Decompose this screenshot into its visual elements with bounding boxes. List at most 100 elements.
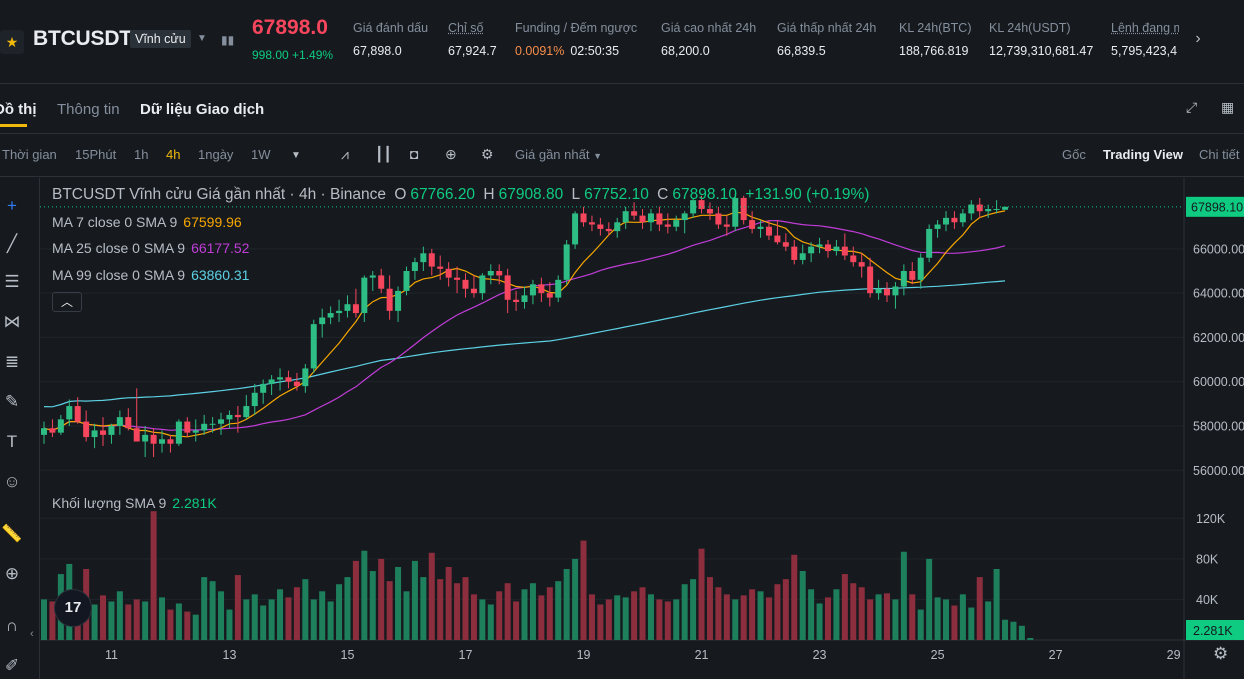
symbol-name[interactable]: BTCUSDT: [33, 27, 132, 50]
tab-info[interactable]: Thông tin: [57, 101, 120, 118]
brush-icon[interactable]: ✎: [4, 392, 20, 411]
tradingview-logo-icon[interactable]: 17: [54, 589, 92, 627]
interval-1d[interactable]: 1ngày: [198, 147, 234, 162]
volume-bar: [900, 551, 907, 640]
add-icon[interactable]: ⊕: [445, 146, 457, 162]
lock-drawing-icon[interactable]: ✐: [4, 656, 20, 675]
fib-icon[interactable]: ≣: [4, 352, 20, 371]
candle-body: [352, 304, 359, 314]
legend-open-label: O: [394, 186, 407, 203]
price-axis-tick: 58000.00: [1193, 420, 1244, 434]
collapse-left-icon[interactable]: ‹: [30, 628, 34, 640]
text-icon[interactable]: T: [6, 432, 18, 451]
ruler-icon[interactable]: 📏: [1, 524, 23, 543]
camera-icon[interactable]: ◘: [410, 146, 419, 162]
indicator-icon[interactable]: ⩘: [341, 146, 349, 162]
candle-body: [816, 244, 823, 247]
stat-label[interactable]: Chỉ số: [448, 21, 484, 35]
pattern-icon[interactable]: ⋈: [3, 312, 21, 331]
trend-line-icon[interactable]: ╱: [6, 234, 18, 253]
tab-chart[interactable]: Đồ thị: [0, 101, 37, 127]
candle-body: [395, 290, 402, 311]
volume-axis-tick: 120K: [1196, 512, 1226, 526]
stat-value: 68,200.0: [661, 44, 710, 58]
view-tradingview[interactable]: Trading View: [1103, 147, 1183, 162]
interval-more-chevron-icon[interactable]: ▼: [291, 150, 301, 161]
candle-body: [858, 262, 865, 267]
stat-index-price[interactable]: Chỉ số 67,924.7: [448, 21, 497, 58]
candle-body: [799, 253, 806, 260]
volume-bar: [310, 599, 317, 640]
volume-bar: [985, 601, 992, 640]
interval-4h[interactable]: 4h: [166, 147, 181, 162]
favorite-star-icon[interactable]: ★: [0, 30, 24, 54]
candle-body: [698, 200, 705, 209]
stat-label[interactable]: Lệnh đang m: [1111, 21, 1179, 35]
horizontal-lines-icon[interactable]: ☰: [4, 272, 20, 291]
chevron-right-icon[interactable]: ›: [1195, 30, 1201, 47]
candle-body: [572, 213, 579, 245]
candle-body: [378, 275, 385, 289]
chevron-down-icon[interactable]: ▼: [197, 33, 207, 44]
volume-bar: [867, 599, 874, 640]
candle-body: [639, 215, 646, 223]
collapse-legend-chevron-up-icon[interactable]: ︿: [52, 292, 82, 312]
stat-open-interest[interactable]: Lệnh đang m 5,795,423,4: [1111, 21, 1179, 58]
volume-bar: [614, 595, 621, 640]
volume-bar: [496, 591, 503, 640]
legend-high-label: H: [483, 186, 495, 203]
volume-bar: [909, 594, 916, 640]
emoji-icon[interactable]: ☺: [3, 472, 21, 491]
tab-trading-data[interactable]: Dữ liệu Giao dịch: [140, 101, 265, 118]
volume-bar: [285, 597, 292, 640]
volume-bar: [150, 511, 157, 640]
gear-icon[interactable]: ⚙: [481, 146, 494, 162]
candle-body: [782, 242, 789, 247]
legend-low-label: L: [571, 186, 581, 203]
volume-bar: [159, 597, 166, 640]
candle-body: [260, 383, 267, 393]
volume-bar: [833, 589, 840, 640]
interval-1w[interactable]: 1W: [251, 147, 271, 162]
candle-body: [631, 211, 638, 216]
interval-1h[interactable]: 1h: [134, 147, 149, 162]
volume-bar: [690, 579, 697, 640]
candle-body: [681, 213, 688, 221]
chart-settings-icon[interactable]: ⚙: [1213, 644, 1229, 663]
candle-type-icon[interactable]: ┃┃: [375, 146, 392, 162]
candle-body: [749, 220, 756, 229]
book-icon[interactable]: ▮▮: [221, 33, 235, 47]
time-axis-tick: 15: [341, 648, 355, 662]
zoom-in-icon[interactable]: ⊕: [4, 564, 20, 583]
drawing-toolbar: + ╱ ☰ ⋈ ≣ ✎ T ☺ 📏 ⊕ ∩ ✐ ‹: [0, 178, 40, 679]
volume-bar: [858, 587, 865, 640]
price-source-select[interactable]: Giá gần nhất ▼: [515, 147, 602, 162]
stat-value: 12,739,310,681.47: [989, 44, 1094, 58]
volume-bar: [884, 593, 890, 640]
candle-body: [91, 430, 98, 438]
interval-15m[interactable]: 15Phút: [75, 147, 117, 162]
ticker-header: ★ BTCUSDT Vĩnh cửu ▼ ▮▮ 67898.0 998.00 +…: [0, 0, 1244, 84]
volume-bar: [943, 599, 950, 640]
crosshair-icon[interactable]: +: [7, 196, 17, 215]
volume-bar: [1018, 625, 1025, 640]
magnet-icon[interactable]: ∩: [5, 616, 19, 635]
volume-bar: [740, 595, 747, 640]
price-change: 998.00 +1.49%: [252, 48, 334, 62]
candle-body: [504, 275, 511, 300]
stat-label: Giá thấp nhất 24h: [777, 21, 877, 35]
candle-body: [647, 213, 654, 223]
expand-icon[interactable]: ⤢: [1186, 99, 1198, 115]
layout-grid-icon[interactable]: ▦: [1221, 99, 1235, 115]
volume-bar: [454, 583, 461, 640]
volume-bar: [639, 587, 646, 640]
volume-bar: [395, 566, 402, 640]
time-axis-tick: 25: [931, 648, 945, 662]
view-detail[interactable]: Chi tiết: [1199, 147, 1240, 162]
view-original[interactable]: Gốc: [1062, 147, 1086, 162]
price-axis-tick: 62000.00: [1193, 331, 1244, 345]
time-axis-tick: 19: [577, 648, 591, 662]
candle-body: [513, 299, 520, 302]
volume-bar: [673, 599, 680, 640]
volume-bar: [681, 584, 688, 640]
